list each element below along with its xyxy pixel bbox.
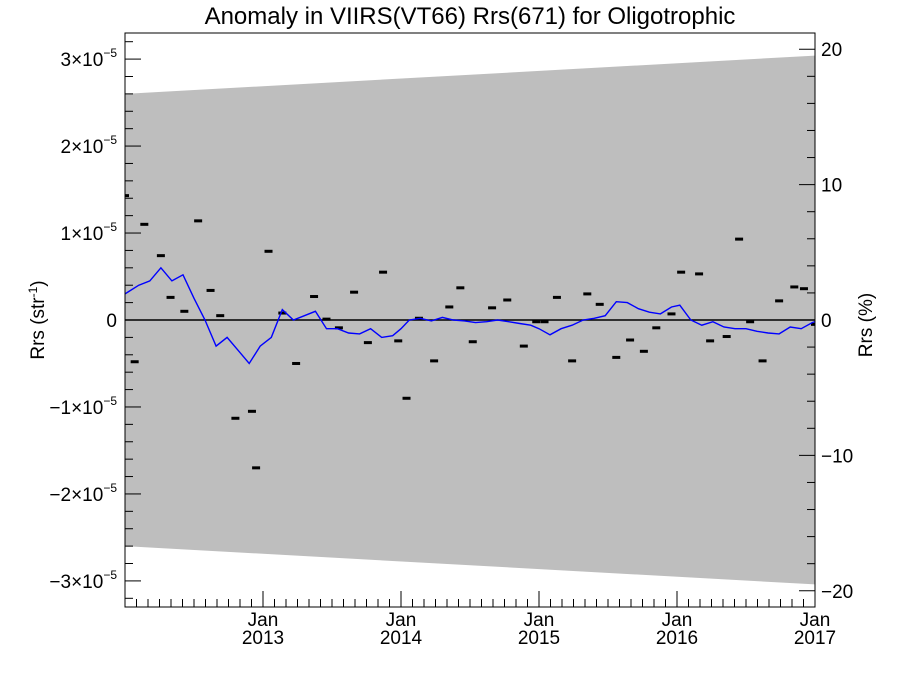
data-point [310,295,319,299]
y-tick-label: 1×10−5 [61,220,118,245]
y-tick-mantissa: 1×10 [61,224,104,245]
data-point [503,298,512,302]
y2-tick-label: 20 [821,40,842,61]
data-point [695,272,704,276]
data-point [519,344,528,348]
x-tick-year-label: 2016 [656,628,698,649]
data-point [456,286,465,290]
data-point [758,359,767,363]
data-point [206,288,215,292]
data-point [540,320,549,324]
data-point [735,237,744,241]
data-point [652,326,661,330]
data-point [799,287,808,291]
data-point [430,359,439,363]
data-point [216,314,225,318]
y-tick-mantissa: −2×10 [49,485,103,506]
y2-tick-label: −20 [821,582,853,603]
data-point [677,270,686,274]
y-tick-label: −1×10−5 [49,394,117,419]
y-tick-exponent: −5 [103,568,117,582]
data-point [583,292,592,296]
y-tick-mantissa: 3×10 [61,50,104,71]
data-point [639,349,648,353]
data-point [445,305,454,309]
data-point [194,219,203,223]
data-point [140,222,149,226]
data-point [394,339,403,343]
y-tick-mantissa: 0 [106,311,117,332]
data-point [180,309,189,313]
data-point [156,254,165,258]
y-tick-exponent: −5 [103,46,117,60]
y2-tick-label: 0 [821,311,832,332]
data-point [130,360,139,364]
x-tick-year-label: 2015 [518,628,560,649]
data-point [612,355,621,359]
data-point [488,306,497,310]
x-tick-year-label: 2014 [380,628,423,649]
data-point [667,312,676,316]
data-point [722,335,731,339]
y2-tick-label: −10 [821,446,853,467]
y2-axis-label: Rrs (%) [856,293,877,357]
data-point [264,249,273,253]
y-axis-label: Rrs (str-1) [26,280,49,359]
y2-tick-label: 10 [821,176,842,197]
data-point [811,322,815,326]
data-point [363,341,372,345]
chart-title: Anomaly in VIIRS(VT66) Rrs(671) for Olig… [205,3,736,30]
x-tick-month-label: Jan [524,610,555,631]
data-point [402,396,411,400]
y-tick-label: 2×10−5 [61,133,118,158]
data-point [350,290,359,294]
data-point [252,466,261,470]
x-tick-year-label: 2013 [242,628,284,649]
y-tick-label: −2×10−5 [49,481,117,506]
x-tick-month-label: Jan [800,610,831,631]
x-tick-year-label: 2017 [794,628,836,649]
y-tick-label: 3×10−5 [61,46,118,71]
data-point [568,359,577,363]
data-point [247,409,256,413]
y-tick-label: −3×10−5 [49,568,117,593]
y-tick-exponent: −5 [103,220,117,234]
y-axis-label-superscript: -1 [26,286,40,297]
y-tick-exponent: −5 [103,481,117,495]
data-point [746,320,755,324]
data-point [322,317,331,321]
y-tick-mantissa: −3×10 [49,572,103,593]
x-tick-month-label: Jan [662,610,693,631]
x-tick-month-label: Jan [386,610,417,631]
plot-layer: 3×10−52×10−51×10−50−1×10−5−2×10−5−3×10−5… [49,32,853,649]
data-point [468,340,477,344]
data-point [125,194,129,198]
anomaly-line-series [125,266,815,365]
data-point [706,339,715,343]
data-point [595,302,604,306]
y-axis-label-end: ) [28,280,49,286]
y-tick-exponent: −5 [103,133,117,147]
data-point [231,416,240,420]
data-point [532,320,541,324]
data-point [379,270,388,274]
y-tick-mantissa: 2×10 [61,137,104,158]
y-tick-exponent: −5 [103,394,117,408]
y-axis-label-main: Rrs (str [28,297,49,360]
data-point [790,285,799,289]
data-point [292,361,301,365]
x-tick-month-label: Jan [248,610,279,631]
data-point [626,338,635,342]
data-point [552,295,561,299]
data-point [278,311,287,315]
y-tick-mantissa: −1×10 [49,398,103,419]
data-point [334,326,343,330]
data-markers-group [125,194,815,470]
y-tick-label: 0 [106,311,117,332]
data-point [166,295,175,299]
data-point [775,299,784,303]
